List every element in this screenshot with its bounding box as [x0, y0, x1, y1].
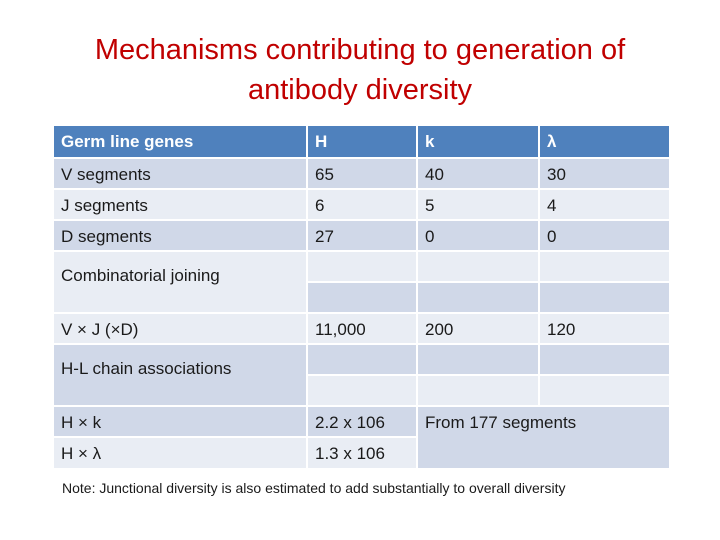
table-cell	[308, 252, 416, 281]
table-cell	[308, 345, 416, 374]
table-row-label: H × λ	[54, 438, 306, 468]
table-cell: 40	[418, 159, 538, 188]
footnote: Note: Junctional diversity is also estim…	[62, 480, 566, 496]
table-cell: 4	[540, 190, 669, 219]
table-row-label: V segments	[54, 159, 306, 188]
slide-title: Mechanisms contributing to generation of…	[94, 34, 626, 106]
table-cell: 200	[418, 314, 538, 343]
table-cell: 5	[418, 190, 538, 219]
table-row-label: J segments	[54, 190, 306, 219]
section-label-hl-chain-associations: H-L chain associations	[54, 345, 306, 405]
table-cell: 0	[418, 221, 538, 250]
table-cell	[418, 376, 538, 405]
table-row-label: V × J (×D)	[54, 314, 306, 343]
table-cell: 11,000	[308, 314, 416, 343]
header-h: H	[308, 126, 416, 157]
table-cell: 2.2 x 106	[308, 407, 416, 436]
table-cell	[540, 345, 669, 374]
header-k: k	[418, 126, 538, 157]
diversity-table: Germ line genes H k λ V segments 65 40 3…	[54, 126, 669, 468]
table-cell	[540, 376, 669, 405]
table-row-label: D segments	[54, 221, 306, 250]
table-cell: 30	[540, 159, 669, 188]
table-cell	[418, 283, 538, 312]
table-cell	[418, 252, 538, 281]
table-cell	[308, 376, 416, 405]
header-lambda: λ	[540, 126, 669, 157]
table-cell	[308, 283, 416, 312]
table-cell: 65	[308, 159, 416, 188]
table-cell: 6	[308, 190, 416, 219]
section-label-combinatorial-joining: Combinatorial joining	[54, 252, 306, 312]
table-cell	[418, 345, 538, 374]
table-cell	[540, 283, 669, 312]
header-germ-line-genes: Germ line genes	[54, 126, 306, 157]
table-cell: 0	[540, 221, 669, 250]
table-cell	[540, 252, 669, 281]
table-cell: 27	[308, 221, 416, 250]
merged-segments-cell: From 177 segments	[418, 407, 669, 468]
table-cell: 1.3 x 106	[308, 438, 416, 468]
table-cell: 120	[540, 314, 669, 343]
table-row-label: H × k	[54, 407, 306, 436]
